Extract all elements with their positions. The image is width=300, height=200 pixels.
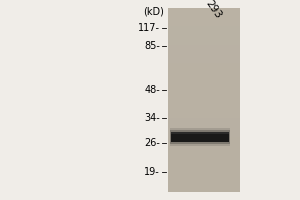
Bar (168, 118, 240, 137)
Text: 48-: 48- (144, 85, 160, 95)
Bar (168, 100, 240, 118)
Bar (168, 137, 240, 155)
Bar (168, 45, 240, 63)
Bar (170, 130, 230, 144)
Bar (168, 155, 240, 174)
Bar (168, 26, 240, 45)
Text: (kD): (kD) (143, 7, 164, 17)
Bar (170, 128, 230, 146)
Bar (168, 82, 240, 100)
Text: 19-: 19- (144, 167, 160, 177)
Bar (171, 132, 229, 142)
Bar (171, 132, 229, 134)
Text: 26-: 26- (144, 138, 160, 148)
Bar (170, 132, 230, 142)
Text: 293: 293 (204, 0, 224, 20)
Bar (168, 8, 240, 192)
Bar (168, 8, 240, 26)
Bar (168, 174, 240, 192)
Bar (168, 63, 240, 82)
Text: 117-: 117- (138, 23, 160, 33)
Text: 34-: 34- (144, 113, 160, 123)
Text: 85-: 85- (144, 41, 160, 51)
